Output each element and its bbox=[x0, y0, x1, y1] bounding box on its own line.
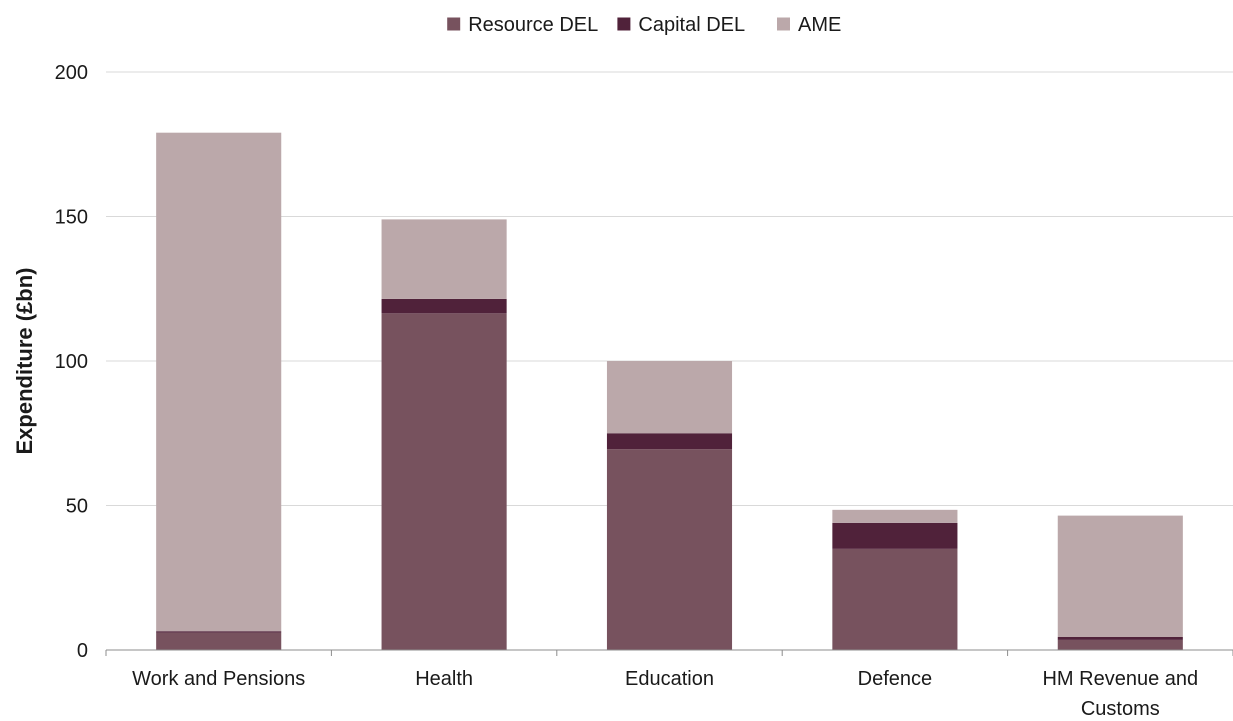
y-tick-label: 100 bbox=[55, 351, 88, 373]
legend-label: Resource DEL bbox=[468, 14, 598, 36]
legend-swatch bbox=[777, 17, 790, 31]
legend: Resource DEL Capital DEL AME bbox=[447, 14, 841, 36]
bar-segment bbox=[606, 361, 733, 434]
y-tick-label: 200 bbox=[55, 62, 88, 84]
bar-segment bbox=[156, 132, 282, 632]
y-tick-label: 0 bbox=[77, 640, 88, 662]
x-category-label: Work and Pensions bbox=[132, 668, 305, 690]
bar-segment bbox=[1057, 515, 1183, 637]
legend-label: AME bbox=[798, 14, 841, 36]
bar-segment bbox=[832, 509, 958, 523]
y-axis-title: Expenditure (£bn) bbox=[12, 267, 37, 454]
bars bbox=[156, 132, 1183, 650]
bar-segment bbox=[156, 631, 282, 633]
bar-segment bbox=[832, 548, 958, 650]
bar-segment bbox=[832, 522, 958, 549]
x-category-label: Defence bbox=[858, 668, 933, 690]
bar-segment bbox=[381, 313, 507, 650]
legend-swatch bbox=[447, 17, 461, 31]
axes: 0 50 100 150 200 Work and Pensions Health Educa… bbox=[55, 62, 1233, 720]
legend-label: Capital DEL bbox=[638, 14, 745, 36]
bar-segment bbox=[156, 632, 282, 650]
y-tick-label: 50 bbox=[66, 496, 88, 518]
bar-segment bbox=[381, 219, 507, 299]
y-tick-label: 150 bbox=[55, 207, 88, 229]
bar-segment bbox=[381, 298, 507, 314]
bar-segment bbox=[1057, 639, 1183, 650]
bar-segment bbox=[1057, 636, 1183, 640]
bar-segment bbox=[606, 449, 733, 650]
legend-swatch bbox=[617, 17, 631, 31]
x-category-label: Education bbox=[625, 668, 714, 690]
x-category-label: HM Revenue and Customs bbox=[1042, 668, 1198, 716]
bar-segment bbox=[606, 433, 733, 450]
x-category-label: Health bbox=[415, 668, 473, 690]
